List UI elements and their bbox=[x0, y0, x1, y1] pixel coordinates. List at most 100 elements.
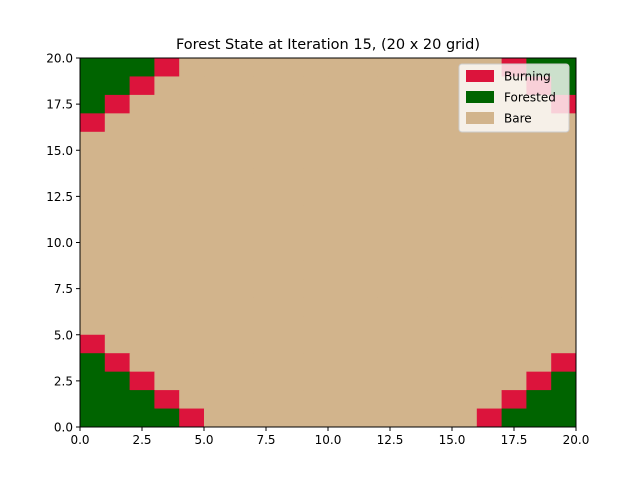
grid-cell-bare bbox=[129, 94, 155, 114]
grid-cell-bare bbox=[228, 205, 255, 225]
grid-cell-bare bbox=[352, 76, 379, 96]
grid-cell-bare bbox=[179, 94, 205, 114]
x-tick-label: 7.5 bbox=[256, 433, 275, 447]
grid-cell-bare bbox=[80, 224, 106, 243]
grid-cell-bare bbox=[303, 390, 329, 410]
grid-cell-bare bbox=[352, 371, 379, 391]
grid-cell-bare bbox=[228, 334, 255, 354]
grid-cell-bare bbox=[551, 334, 577, 354]
grid-cell-bare bbox=[129, 297, 155, 317]
grid-cell-bare bbox=[179, 371, 205, 391]
grid-cell-bare bbox=[328, 408, 354, 428]
grid-cell-bare bbox=[328, 371, 354, 391]
grid-cell-bare bbox=[80, 205, 106, 225]
grid-cell-burning bbox=[154, 390, 180, 410]
grid-cell-bare bbox=[352, 58, 379, 77]
grid-cell-bare bbox=[179, 168, 205, 188]
grid-cell-bare bbox=[154, 334, 180, 354]
grid-cell-bare bbox=[377, 242, 403, 262]
grid-cell-bare bbox=[278, 113, 304, 133]
grid-cell-bare bbox=[253, 316, 279, 336]
grid-cell-bare bbox=[402, 371, 428, 391]
grid-cell-bare bbox=[154, 113, 180, 133]
grid-cell-bare bbox=[377, 371, 403, 391]
grid-cell-bare bbox=[476, 316, 503, 336]
grid-cell-burning bbox=[154, 58, 180, 77]
grid-cell-bare bbox=[328, 76, 354, 96]
grid-cell-bare bbox=[551, 316, 577, 336]
grid-cell-bare bbox=[154, 242, 180, 262]
grid-cell-bare bbox=[228, 390, 255, 410]
grid-cell-bare bbox=[501, 371, 527, 391]
grid-cell-bare bbox=[278, 131, 304, 151]
y-tick-label: 12.5 bbox=[46, 190, 73, 204]
grid-cell-bare bbox=[303, 205, 329, 225]
grid-cell-bare bbox=[551, 131, 577, 151]
grid-cell-bare bbox=[427, 187, 453, 207]
grid-cell-bare bbox=[328, 113, 354, 133]
grid-cell-bare bbox=[303, 187, 329, 207]
grid-cell-bare bbox=[179, 76, 205, 96]
grid-cell-bare bbox=[104, 260, 131, 280]
grid-cell-bare bbox=[129, 353, 155, 373]
grid-cell-bare bbox=[278, 260, 304, 280]
grid-cell-bare bbox=[427, 224, 453, 243]
grid-cell-bare bbox=[501, 224, 527, 243]
grid-cell-bare bbox=[377, 316, 403, 336]
grid-cell-bare bbox=[452, 260, 478, 280]
grid-cell-forested bbox=[526, 408, 552, 428]
grid-cell-forested bbox=[104, 76, 131, 96]
grid-cell-bare bbox=[253, 150, 279, 170]
grid-cell-bare bbox=[452, 279, 478, 299]
x-tick-label: 20.0 bbox=[563, 433, 590, 447]
chart-title: Forest State at Iteration 15, (20 x 20 g… bbox=[176, 37, 480, 53]
grid-cell-bare bbox=[352, 113, 379, 133]
grid-cell-bare bbox=[204, 408, 230, 428]
grid-cell-bare bbox=[204, 353, 230, 373]
y-tick-label: 5.0 bbox=[54, 328, 73, 342]
grid-cell-bare bbox=[228, 224, 255, 243]
grid-cell-bare bbox=[278, 58, 304, 77]
grid-cell-bare bbox=[476, 187, 503, 207]
grid-cell-forested bbox=[154, 408, 180, 428]
grid-cell-bare bbox=[253, 279, 279, 299]
grid-cell-bare bbox=[501, 168, 527, 188]
grid-cell-bare bbox=[179, 316, 205, 336]
grid-cell-bare bbox=[179, 297, 205, 317]
grid-cell-burning bbox=[551, 353, 577, 373]
grid-cell-forested bbox=[129, 408, 155, 428]
grid-cell-bare bbox=[278, 297, 304, 317]
grid-cell-bare bbox=[179, 113, 205, 133]
grid-cell-bare bbox=[129, 205, 155, 225]
grid-cell-bare bbox=[253, 76, 279, 96]
grid-cell-forested bbox=[104, 390, 131, 410]
grid-cell-bare bbox=[154, 205, 180, 225]
grid-cell-bare bbox=[204, 150, 230, 170]
grid-cell-bare bbox=[129, 150, 155, 170]
grid-cell-bare bbox=[303, 94, 329, 114]
grid-cell-bare bbox=[80, 242, 106, 262]
grid-cell-bare bbox=[526, 168, 552, 188]
grid-cell-bare bbox=[377, 168, 403, 188]
grid-cell-bare bbox=[377, 297, 403, 317]
legend-label-bare: Bare bbox=[504, 112, 532, 126]
grid-cell-bare bbox=[501, 297, 527, 317]
grid-cell-bare bbox=[501, 316, 527, 336]
grid-cell-bare bbox=[402, 131, 428, 151]
grid-cell-bare bbox=[352, 187, 379, 207]
grid-cell-bare bbox=[377, 260, 403, 280]
grid-cell-bare bbox=[427, 168, 453, 188]
y-tick-label: 17.5 bbox=[46, 98, 73, 112]
grid-cell-bare bbox=[526, 353, 552, 373]
grid-cell-bare bbox=[278, 334, 304, 354]
grid-cell-bare bbox=[476, 205, 503, 225]
grid-cell-bare bbox=[551, 224, 577, 243]
grid-cell-bare bbox=[80, 297, 106, 317]
grid-cell-forested bbox=[526, 390, 552, 410]
grid-cell-bare bbox=[228, 297, 255, 317]
grid-cell-bare bbox=[377, 224, 403, 243]
grid-cell-bare bbox=[377, 408, 403, 428]
grid-cell-bare bbox=[328, 279, 354, 299]
grid-cell-bare bbox=[476, 260, 503, 280]
grid-cell-bare bbox=[253, 297, 279, 317]
